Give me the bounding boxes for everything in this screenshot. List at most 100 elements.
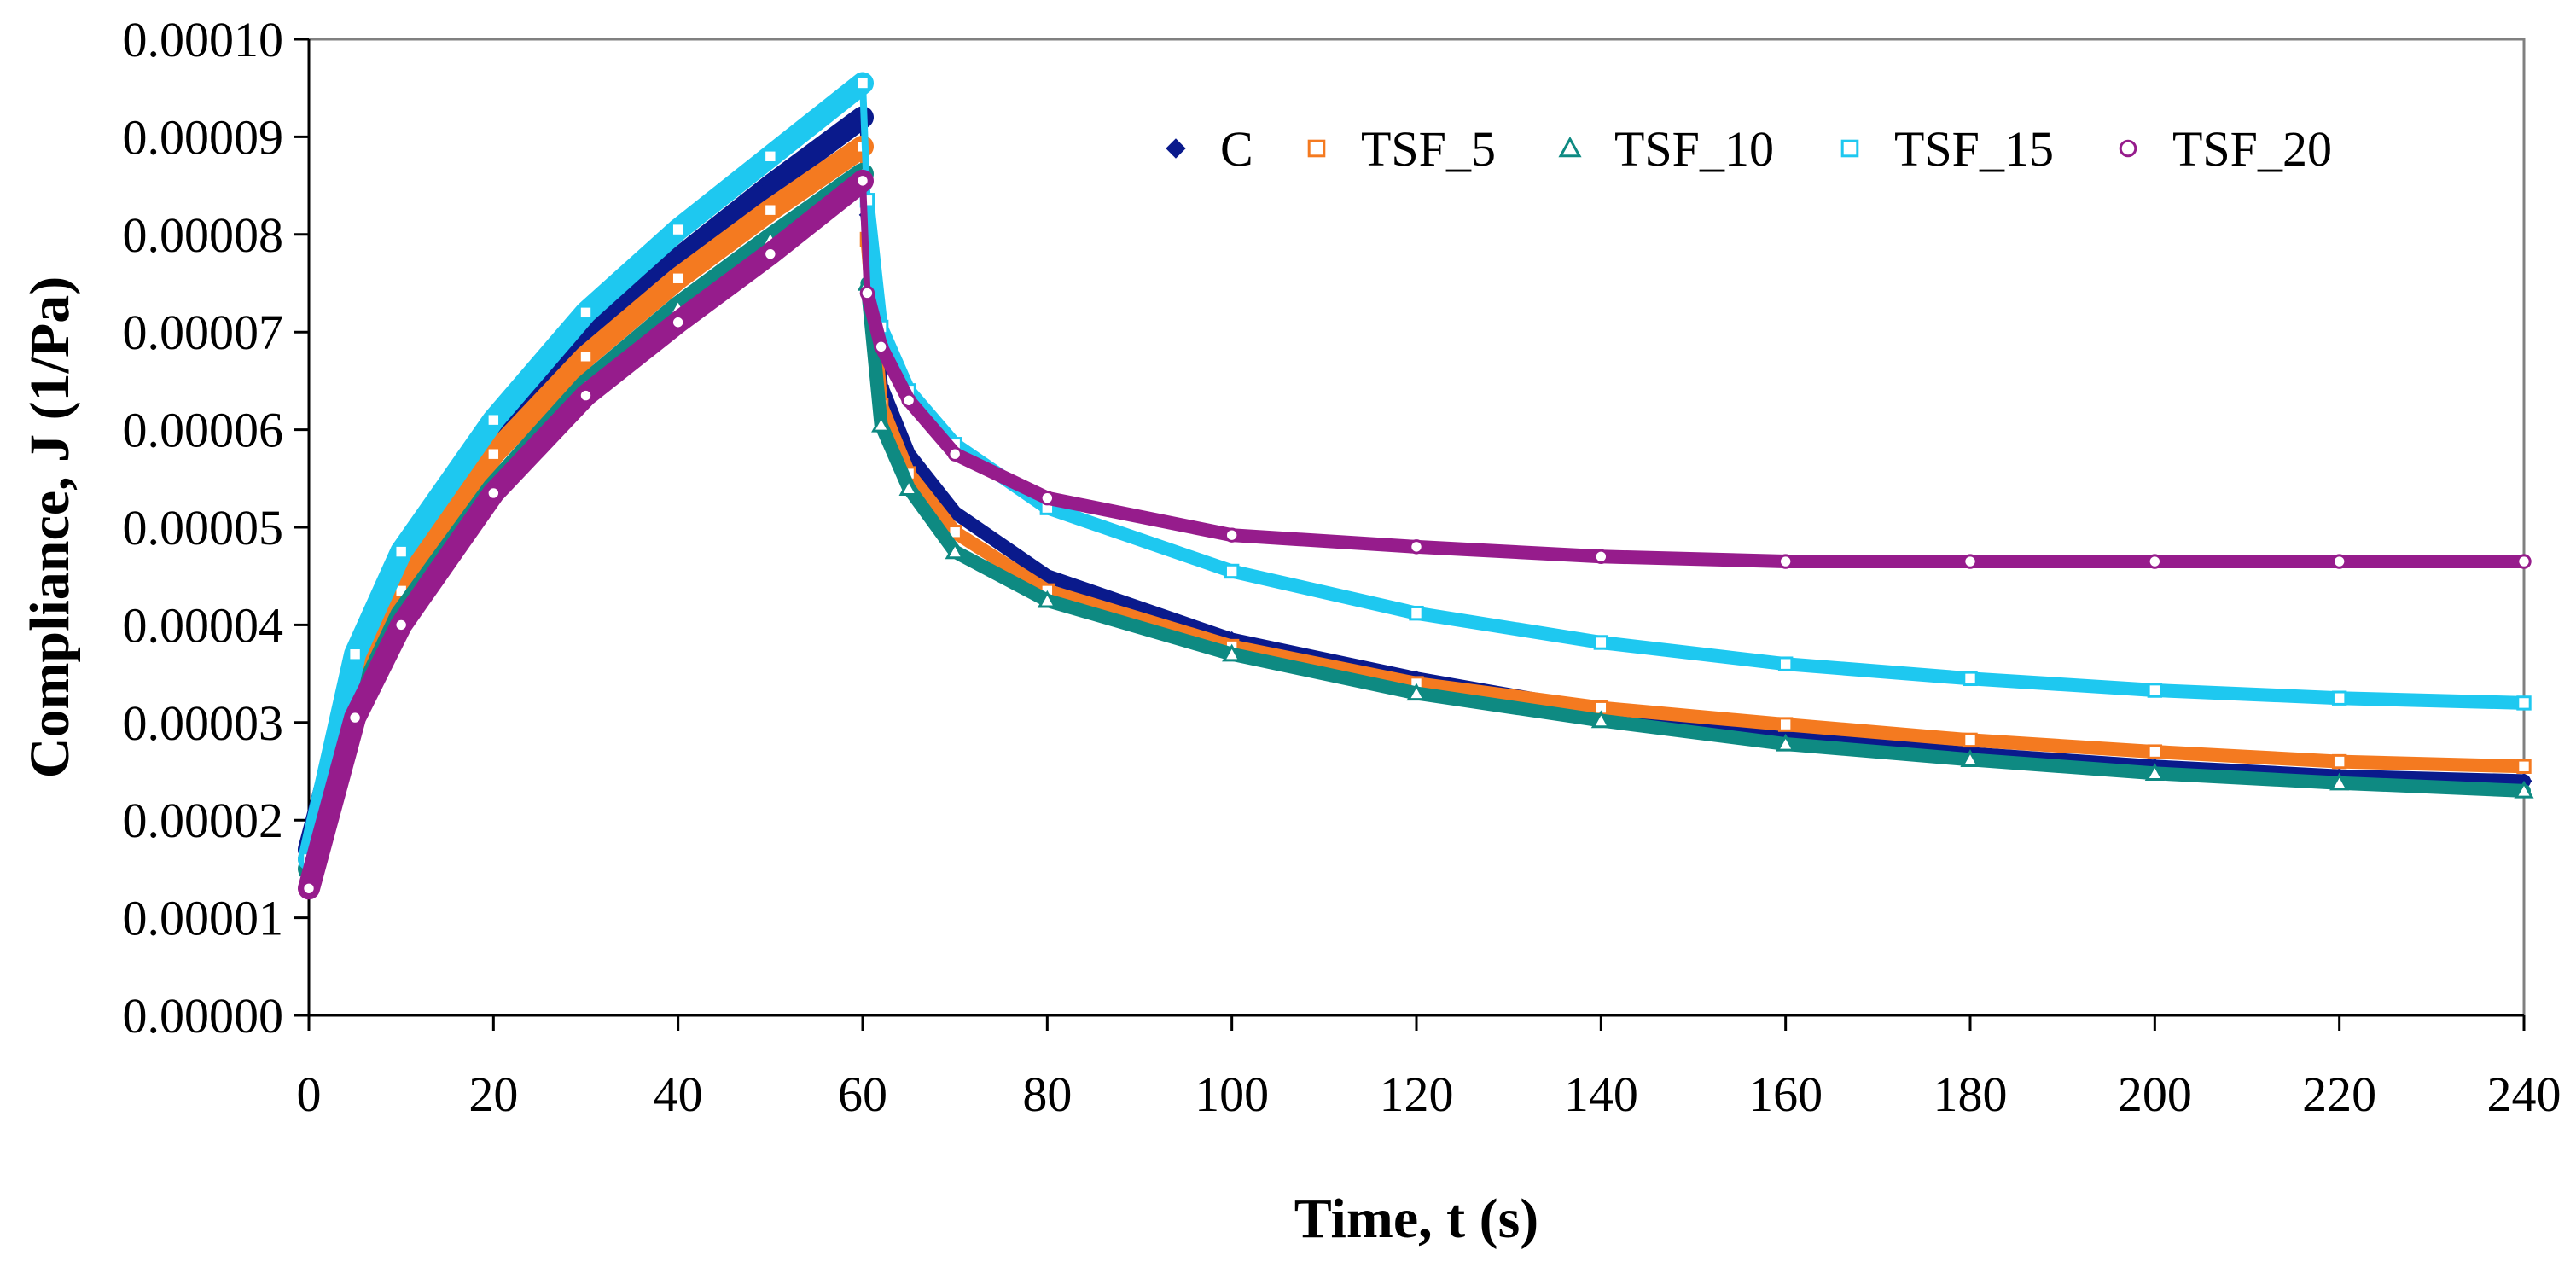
data-point [2516,759,2532,774]
data-point [2331,554,2347,569]
y-axis: 0.00000 0.00001 0.00002 0.00003 0.00004 0.000… [123,12,311,1043]
data-point [486,412,502,427]
data-point [1776,733,1796,752]
data-point [578,387,594,404]
legend-label: TSF_20 [2172,121,2332,177]
y-tick-label: 0.00001 [123,891,284,946]
x-tick-label: 200 [2118,1067,2192,1122]
data-point [1037,590,1057,608]
legend-label: TSF_15 [1894,121,2054,177]
legend-marker [1840,139,1859,158]
x-tick-label: 120 [1380,1067,1454,1122]
data-point [855,75,870,91]
data-point [2144,763,2165,781]
y-tick-label: 0.00010 [123,12,284,67]
data-point [1777,554,1794,569]
y-tick-label: 0.00000 [123,988,284,1043]
data-point [763,148,778,164]
legend-marker [2119,139,2137,158]
data-point [763,202,778,218]
data-point [301,881,317,896]
data-point [670,222,686,237]
legend-item-tsf-20: TSF_20 [2119,121,2332,177]
data-point [1593,549,1609,565]
data-point [1590,710,1611,729]
y-tick-label: 0.00006 [123,403,284,458]
data-point [670,315,686,330]
y-tick-label: 0.00004 [123,597,284,653]
y-tick-label: 0.00005 [123,500,284,555]
x-tick-label: 160 [1748,1067,1823,1122]
data-point [578,349,594,364]
data-point [1222,643,1242,662]
data-point [486,446,502,462]
data-point [763,246,778,262]
y-tick-label: 0.00009 [123,109,284,165]
data-point [873,339,889,355]
series-layer [298,72,2534,900]
legend-marker [1166,138,1186,159]
data-point [1409,539,1424,555]
y-tick-label: 0.00007 [123,305,284,360]
legend-item-c: C [1166,121,1253,177]
legend-item-tsf-10: TSF_10 [1558,121,1774,177]
data-point [945,541,965,560]
y-tick-label: 0.00003 [123,695,284,751]
data-point [393,617,409,633]
data-point [1963,732,1978,748]
x-tick-label: 40 [654,1067,703,1122]
series-tsf-20 [298,169,2532,900]
x-tick-label: 20 [468,1067,518,1122]
data-point [393,543,409,560]
data-point [1963,554,1978,569]
data-point [347,710,363,725]
data-point [1224,527,1240,543]
legend-label: C [1220,121,1253,177]
data-point [2516,554,2532,569]
legend-marker [1558,136,1582,158]
data-point [2514,780,2534,799]
legend-item-tsf-5: TSF_5 [1307,121,1496,177]
data-point [1593,635,1609,650]
series-creep-line [298,72,874,870]
series-drop-line [859,180,871,294]
data-point [871,414,892,433]
x-tick-label: 180 [1933,1067,2008,1122]
x-tick-label: 220 [2302,1067,2376,1122]
y-tick-label: 0.00008 [123,207,284,263]
data-point [2331,753,2347,770]
data-point [947,446,962,462]
data-point [1406,683,1427,701]
x-axis-title: Time, t (s) [1294,1188,1539,1250]
legend-item-tsf-15: TSF_15 [1840,121,2054,177]
data-point [2329,772,2350,791]
legend-label: TSF_10 [1614,121,1774,177]
data-point [1963,671,1978,687]
data-point [1777,717,1794,732]
x-tick-label: 60 [838,1067,887,1122]
data-point [1224,563,1240,579]
x-tick-label: 0 [297,1067,322,1122]
data-point [898,478,919,496]
y-axis-title: Compliance, J (1/Pa) [19,276,81,778]
data-point [1039,490,1055,506]
data-point [762,177,779,195]
data-point [1409,605,1424,621]
data-point [901,392,916,408]
x-tick-label: 240 [2487,1067,2561,1122]
x-tick-label: 140 [1564,1067,1638,1122]
x-tick-label: 80 [1022,1067,1072,1122]
data-point [2147,683,2163,698]
legend-label: TSF_5 [1361,121,1496,177]
data-point [2147,554,2163,569]
data-point [2331,690,2347,706]
data-point [486,485,502,501]
plot-area [307,38,2526,1017]
data-point [2147,744,2163,759]
data-point [670,270,686,286]
data-point [1960,749,1980,767]
data-point [859,285,875,301]
legend: C TSF_5 TSF_10 TSF_15 TSF_20 [1166,121,2332,177]
